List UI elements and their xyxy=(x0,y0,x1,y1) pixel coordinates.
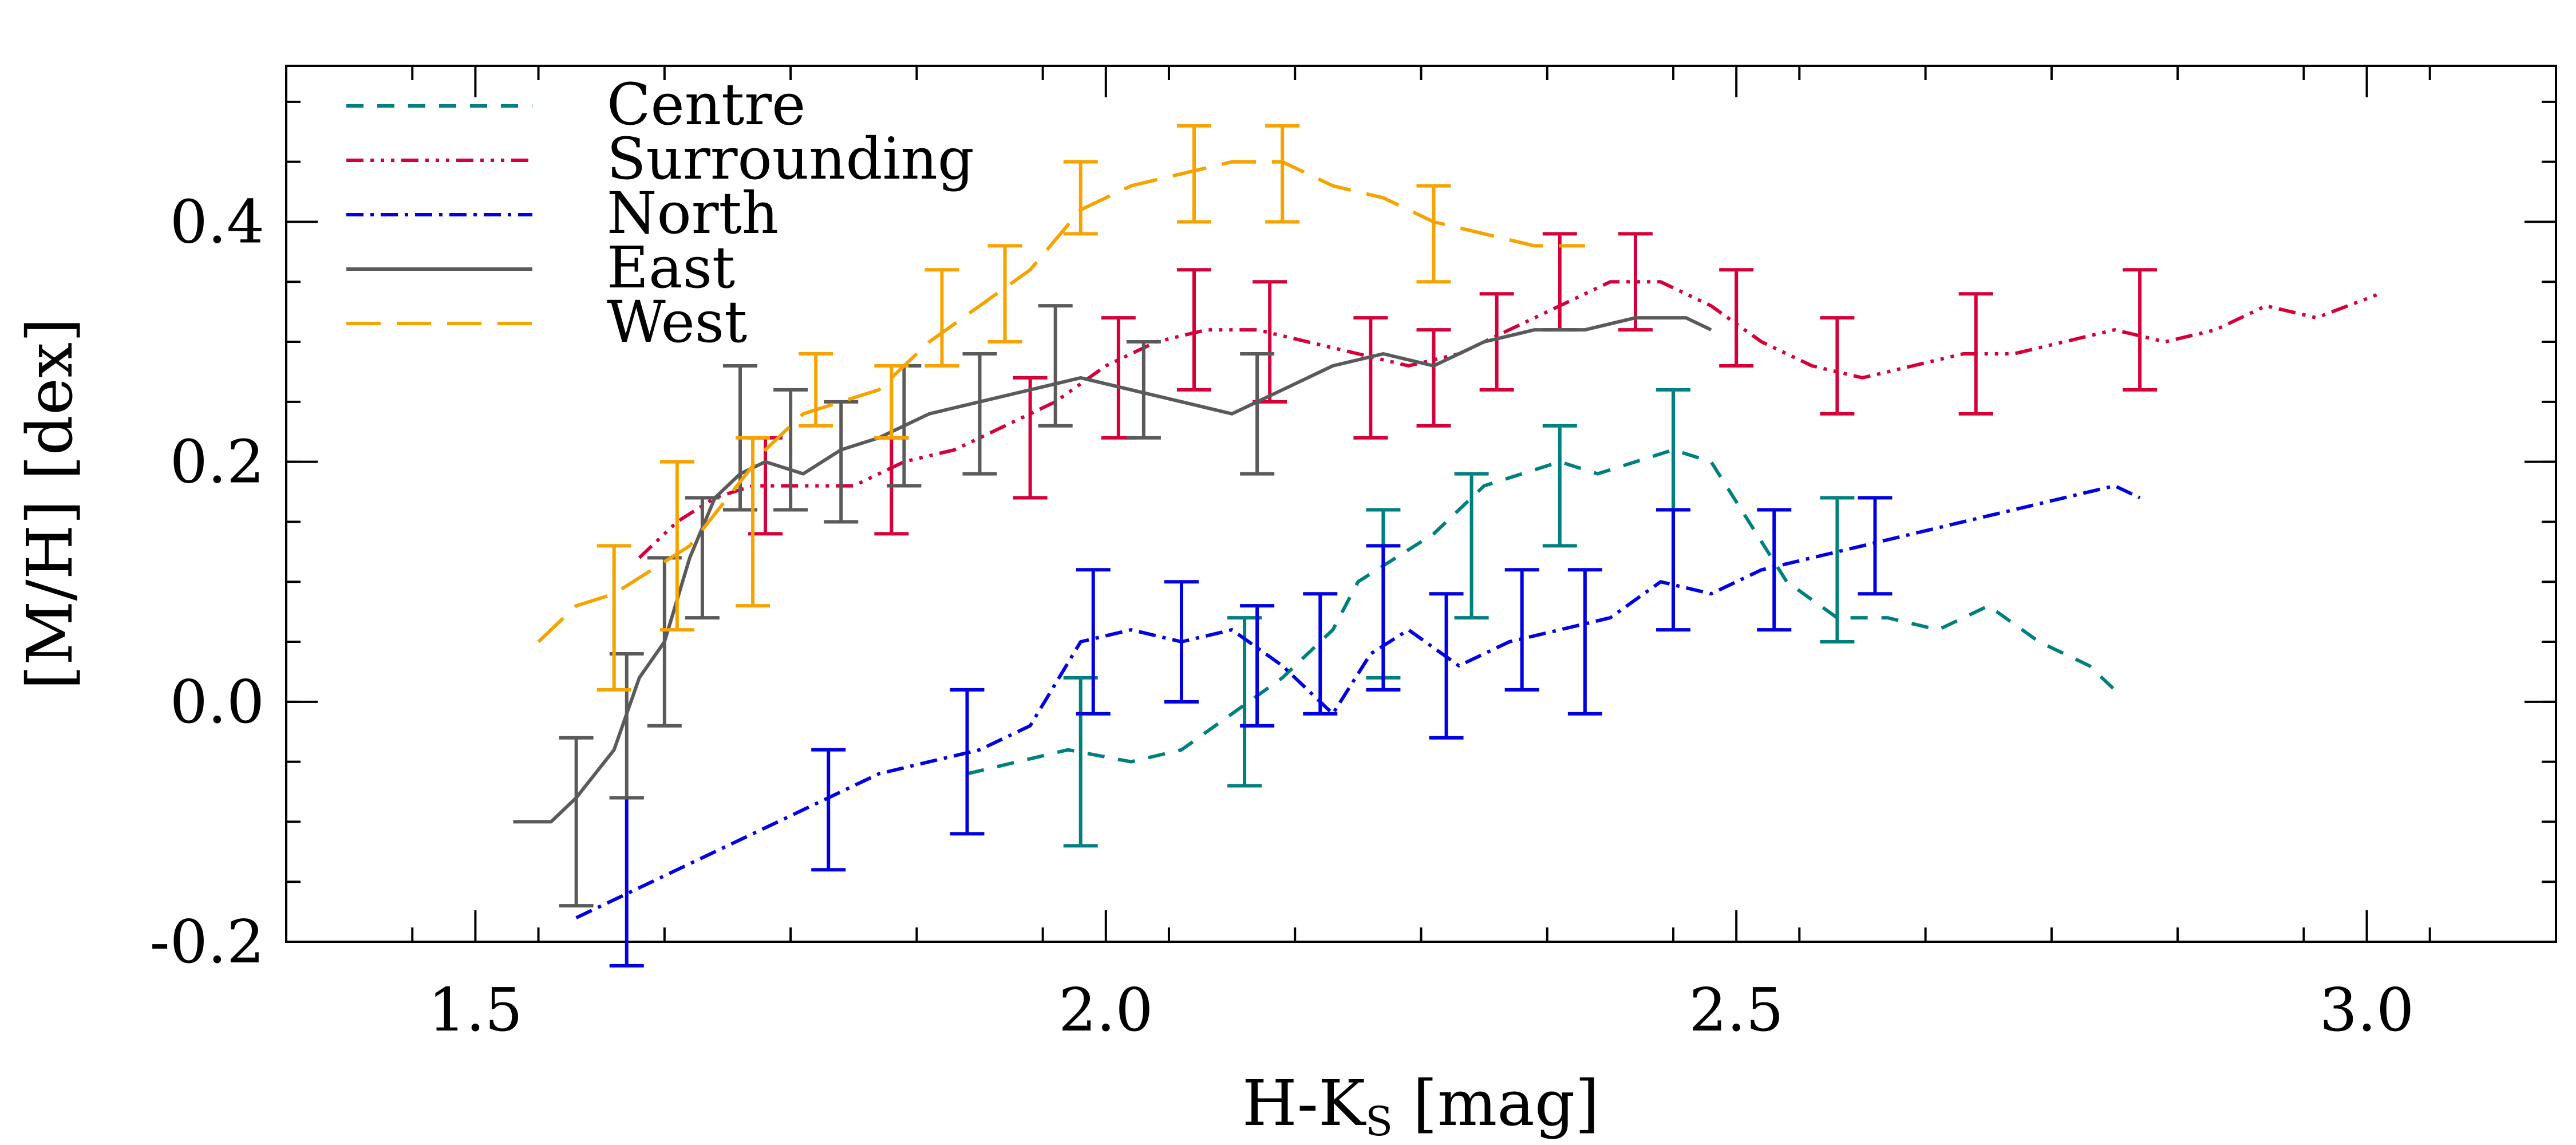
error-bar-east xyxy=(824,400,859,524)
series-east xyxy=(513,304,1712,908)
error-bar-west xyxy=(1265,124,1300,224)
legend-label-centre: Centre xyxy=(607,71,805,138)
error-bar-north xyxy=(609,796,644,968)
error-bar-surrounding xyxy=(1618,232,1653,332)
error-bar-east xyxy=(962,352,997,476)
series-line-surrounding xyxy=(638,280,2380,559)
error-bar-east xyxy=(1240,352,1275,476)
legend-item-north: North xyxy=(346,180,779,247)
series-north xyxy=(575,484,2141,968)
error-bar-north xyxy=(1757,508,1792,632)
error-bar-north xyxy=(1366,544,1401,692)
error-bar-west xyxy=(874,364,909,440)
error-bar-east xyxy=(773,388,808,512)
error-bar-west xyxy=(924,268,959,368)
legend-item-west: West xyxy=(346,289,747,356)
x-axis-label-sub: S xyxy=(1365,1098,1393,1145)
axis-ticks xyxy=(285,66,2557,943)
error-bar-surrounding xyxy=(1542,232,1577,332)
x-axis-label-main: H-K xyxy=(1242,1067,1366,1140)
error-bar-west xyxy=(736,436,771,608)
error-bar-surrounding xyxy=(1820,316,1855,416)
error-bar-centre xyxy=(1820,496,1855,644)
series-west xyxy=(537,124,1585,692)
error-bar-north xyxy=(1656,508,1691,632)
error-bar-north xyxy=(1858,496,1893,596)
series-line-east xyxy=(513,316,1712,824)
y-tick-label: -0.2 xyxy=(149,907,264,977)
error-bar-east xyxy=(685,496,720,620)
series-line-north xyxy=(575,484,2141,919)
series-layer xyxy=(513,124,2380,968)
series-centre xyxy=(966,388,2116,848)
error-bar-surrounding xyxy=(2123,268,2158,392)
x-tick-label: 1.5 xyxy=(428,975,523,1045)
error-bar-north xyxy=(1303,592,1338,716)
error-bar-north xyxy=(1164,580,1199,704)
error-bar-surrounding xyxy=(1177,268,1211,392)
y-tick-label: 0.4 xyxy=(170,187,264,256)
error-bar-north xyxy=(1240,604,1275,728)
legend-item-surrounding: Surrounding xyxy=(346,125,974,192)
legend-label-west: West xyxy=(607,289,747,356)
x-tick-label: 3.0 xyxy=(2320,975,2414,1045)
x-axis-label-rest: [mag] xyxy=(1393,1067,1599,1140)
error-bar-west xyxy=(596,544,631,692)
error-bar-west xyxy=(1177,124,1211,224)
y-tick-label: 0.0 xyxy=(170,667,264,737)
error-bar-surrounding xyxy=(1416,328,1451,428)
error-bar-north xyxy=(950,688,985,836)
error-bar-north xyxy=(1504,568,1539,692)
legend-item-centre: Centre xyxy=(346,71,805,138)
error-bar-surrounding xyxy=(1958,292,1993,416)
error-bar-surrounding xyxy=(1353,316,1388,440)
error-bar-surrounding xyxy=(1479,292,1514,392)
x-axis-label: H-KS [mag] xyxy=(1242,1067,1599,1145)
error-bar-surrounding xyxy=(1101,316,1136,440)
x-tick-labels: 1.5 2.0 2.5 3.0 xyxy=(428,975,2415,1045)
legend-label-north: North xyxy=(607,180,779,247)
error-bar-centre xyxy=(1454,472,1489,620)
x-tick-label: 2.0 xyxy=(1058,975,1153,1045)
error-bar-east xyxy=(559,736,594,908)
error-bar-west xyxy=(1416,184,1451,284)
error-bar-north xyxy=(1567,568,1602,716)
series-line-west xyxy=(537,160,1585,643)
y-tick-labels: -0.2 0.0 0.2 0.4 xyxy=(149,187,264,977)
error-bar-north xyxy=(1429,592,1464,740)
error-bar-surrounding xyxy=(1013,376,1048,500)
error-bar-east xyxy=(1126,340,1161,440)
error-bar-north xyxy=(811,748,846,872)
series-surrounding xyxy=(638,232,2380,559)
y-tick-label: 0.2 xyxy=(170,427,264,497)
error-bar-east xyxy=(1038,304,1073,428)
error-bar-west xyxy=(1063,160,1098,236)
y-axis-label: [M/H] [dex] xyxy=(13,318,86,690)
error-bar-centre xyxy=(1542,424,1577,548)
error-bar-centre xyxy=(1656,388,1691,512)
series-line-centre xyxy=(966,448,2116,776)
legend-item-east: East xyxy=(346,234,735,301)
error-bar-surrounding xyxy=(1719,268,1754,368)
legend-label-east: East xyxy=(607,234,735,301)
error-bar-west xyxy=(987,244,1022,344)
legend-label-surrounding: Surrounding xyxy=(607,125,974,192)
x-tick-label: 2.5 xyxy=(1689,975,1783,1045)
error-bar-north xyxy=(1076,568,1111,716)
error-bar-west xyxy=(799,352,833,428)
error-bar-west xyxy=(659,460,694,632)
